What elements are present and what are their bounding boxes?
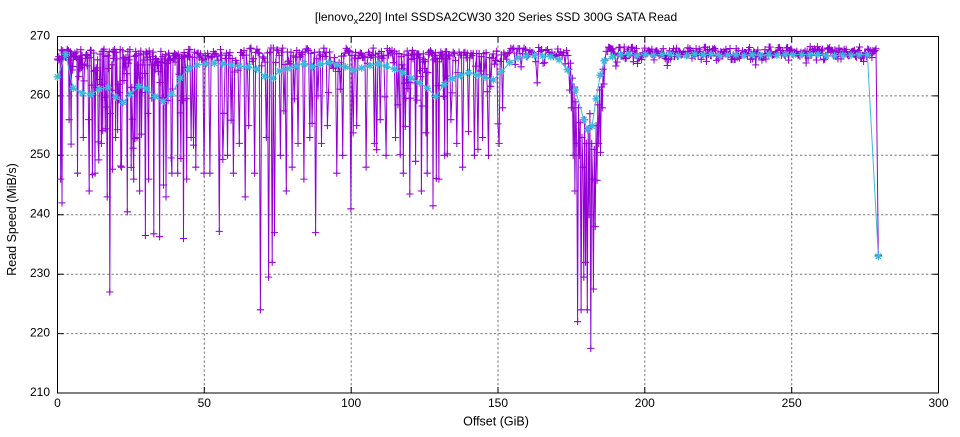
svg-text:230: 230 — [30, 266, 50, 280]
svg-text:Offset (GiB): Offset (GiB) — [463, 415, 529, 429]
svg-text:[lenovox220] Intel SSDSA2CW30: [lenovox220] Intel SSDSA2CW30 320 Series… — [315, 10, 677, 26]
svg-text:260: 260 — [30, 88, 50, 102]
svg-text:150: 150 — [488, 396, 508, 410]
svg-text:200: 200 — [635, 396, 655, 410]
svg-text:300: 300 — [928, 396, 948, 410]
svg-text:50: 50 — [198, 396, 212, 410]
svg-text:0: 0 — [54, 396, 61, 410]
svg-text:250: 250 — [30, 147, 50, 161]
svg-text:220: 220 — [30, 325, 50, 339]
svg-text:270: 270 — [30, 28, 50, 42]
svg-text:Read Speed (MiB/s): Read Speed (MiB/s) — [5, 163, 19, 276]
svg-text:250: 250 — [782, 396, 802, 410]
svg-text:240: 240 — [30, 207, 50, 221]
svg-text:100: 100 — [341, 396, 361, 410]
svg-text:210: 210 — [30, 385, 50, 399]
